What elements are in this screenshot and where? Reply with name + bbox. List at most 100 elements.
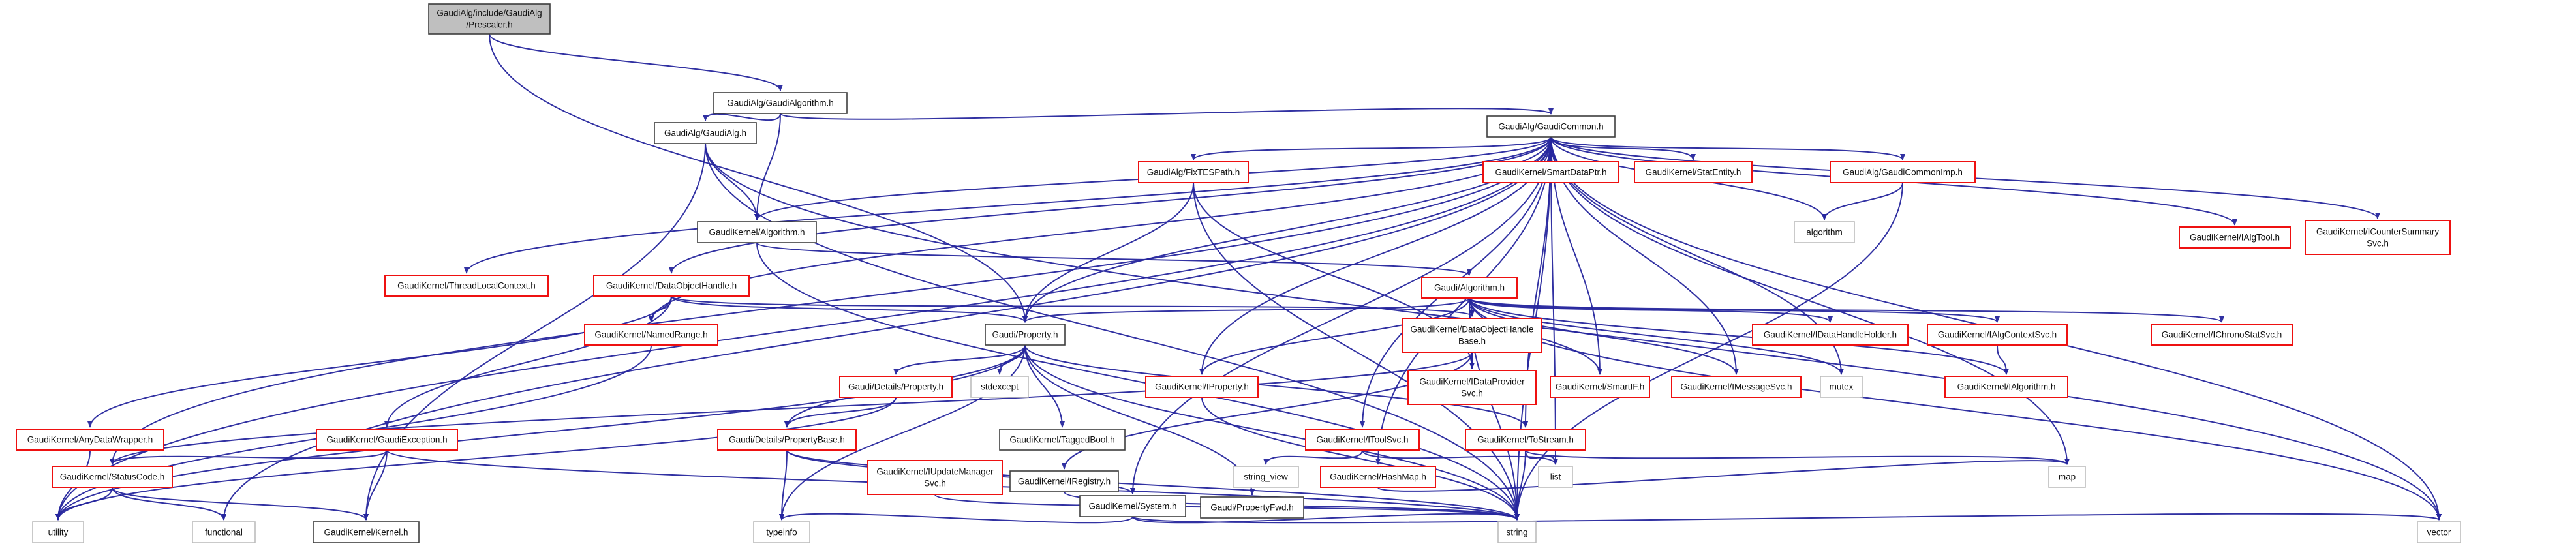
node-label-line: GaudiKernel/ToStream.h: [1477, 435, 1574, 445]
graph-node-iregistry[interactable]: GaudiKernel/IRegistry.h: [1009, 470, 1119, 492]
node-box: [1538, 466, 1573, 488]
edge-gaudicommon-to-statuscode: [110, 136, 1552, 465]
graph-node-commonimp[interactable]: GaudiAlg/GaudiCommonImp.h: [1830, 161, 1976, 183]
graph-node-iupdatemanager[interactable]: GaudiKernel/IUpdateManager Svc.h: [867, 460, 1003, 495]
graph-node-string[interactable]: string: [1497, 521, 1537, 543]
graph-node-functional[interactable]: functional: [192, 521, 256, 543]
graph-node-stringview[interactable]: string_view: [1233, 466, 1299, 488]
graph-node-utility[interactable]: utility: [32, 521, 84, 543]
node-label-line: GaudiAlg/include/GaudiAlg: [437, 8, 542, 18]
graph-node-gaudiproperty[interactable]: Gaudi/Property.h: [985, 324, 1066, 346]
node-label: GaudiAlg/GaudiCommonImp.h: [1843, 168, 1963, 177]
edge-commonimp-to-string: [1514, 182, 1903, 521]
graph-node-gaudicommon[interactable]: GaudiAlg/GaudiCommon.h: [1486, 115, 1616, 138]
graph-node-gaudialgred[interactable]: Gaudi/Algorithm.h: [1421, 277, 1518, 299]
node-box: [16, 429, 164, 451]
graph-node-statentity[interactable]: GaudiKernel/StatEntity.h: [1634, 161, 1753, 183]
graph-node-mutex[interactable]: mutex: [1820, 376, 1863, 398]
node-box: [192, 521, 256, 543]
edge-kernelalgorithm-to-gaudialgred: [756, 242, 1472, 276]
node-box: [316, 429, 458, 451]
graph-node-hashmap[interactable]: GaudiKernel/HashMap.h: [1320, 466, 1436, 488]
graph-node-itoolsvc[interactable]: GaudiKernel/IToolSvc.h: [1305, 429, 1420, 451]
graph-node-gaudiexception[interactable]: GaudiKernel/GaudiException.h: [316, 429, 458, 451]
graph-node-idataprovidersvc[interactable]: GaudiKernel/IDataProvider Svc.h: [1407, 370, 1537, 405]
edge-prescaler-to-gaudialgorithm: [489, 33, 783, 91]
graph-node-map[interactable]: map: [2048, 466, 2086, 488]
node-box: [2179, 226, 2291, 249]
graph-node-propertyfwd[interactable]: Gaudi/PropertyFwd.h: [1200, 496, 1304, 519]
graph-node-smartdataptr[interactable]: GaudiKernel/SmartDataPtr.h: [1482, 161, 1619, 183]
graph-node-statuscode[interactable]: GaudiKernel/StatusCode.h: [52, 466, 173, 488]
node-box: [985, 324, 1066, 346]
edge-gaudicommon-to-utility: [55, 136, 1552, 521]
graph-node-gaudialgorithm[interactable]: GaudiAlg/GaudiAlgorithm.h: [713, 92, 848, 114]
graph-node-taggedbool[interactable]: GaudiKernel/TaggedBool.h: [999, 429, 1126, 451]
node-label-line: GaudiKernel/IProperty.h: [1155, 382, 1249, 392]
node-box: [1402, 318, 1542, 353]
graph-node-typeinfo[interactable]: typeinfo: [753, 521, 810, 543]
node-box: [1320, 466, 1436, 488]
graph-node-detailsproperty[interactable]: Gaudi/Details/Property.h: [839, 376, 953, 398]
graph-node-ialgorithmred[interactable]: GaudiKernel/IAlgorithm.h: [1944, 376, 2068, 398]
graph-node-anydatawrapper[interactable]: GaudiKernel/AnyDataWrapper.h: [16, 429, 164, 451]
graph-node-propertybase[interactable]: Gaudi/Details/PropertyBase.h: [717, 429, 857, 451]
graph-node-kernelh[interactable]: GaudiKernel/Kernel.h: [313, 521, 420, 543]
graph-node-imessagesvc[interactable]: GaudiKernel/IMessageSvc.h: [1671, 376, 1802, 398]
graph-node-fixtespath[interactable]: GaudiAlg/FixTESPath.h: [1138, 161, 1249, 183]
node-box: [1634, 161, 1753, 183]
node-label: string_view: [1244, 472, 1288, 482]
edge-system-to-vector: [1132, 513, 2442, 524]
graph-node-dataobjecthandle[interactable]: GaudiKernel/DataObjectHandle.h: [593, 275, 750, 297]
graph-node-vector[interactable]: vector: [2417, 521, 2461, 543]
node-box: [839, 376, 953, 398]
node-label: GaudiKernel/IAlgContextSvc.h: [1938, 330, 2057, 340]
node-label-line: /Prescaler.h: [466, 20, 512, 30]
node-box: [584, 324, 718, 346]
graph-node-smartif[interactable]: GaudiKernel/SmartIF.h: [1550, 376, 1650, 398]
graph-node-kernelalgorithm[interactable]: GaudiKernel/Algorithm.h: [697, 221, 817, 243]
node-box: [1550, 376, 1650, 398]
node-label: GaudiKernel/DataObjectHandle Base.h: [1410, 325, 1533, 346]
graph-node-algorithm[interactable]: algorithm: [1794, 221, 1855, 243]
node-label-line: GaudiAlg/GaudiAlg.h: [664, 128, 746, 138]
graph-node-ichronostatsvc[interactable]: GaudiKernel/IChronoStatSvc.h: [2151, 324, 2293, 346]
graph-node-tostream[interactable]: GaudiKernel/ToStream.h: [1465, 429, 1586, 451]
node-box: [1497, 521, 1537, 543]
graph-node-ialgcontextsvc[interactable]: GaudiKernel/IAlgContextSvc.h: [1927, 324, 2068, 346]
node-label-line: list: [1550, 472, 1561, 482]
graph-node-prescaler[interactable]: GaudiAlg/include/GaudiAlg/Prescaler.h: [428, 3, 551, 35]
node-label-line: GaudiKernel/IDataProvider: [1419, 377, 1525, 387]
node-box: [1944, 376, 2068, 398]
node-box: [1794, 221, 1855, 243]
node-label-line: GaudiKernel/IMessageSvc.h: [1680, 382, 1792, 392]
node-label-line: GaudiAlg/GaudiAlgorithm.h: [727, 98, 834, 108]
graph-node-gaudialg[interactable]: GaudiAlg/GaudiAlg.h: [654, 122, 757, 144]
edge-dohbase-to-statuscode: [110, 352, 1473, 465]
edge-gaudialg-to-kernelh: [363, 143, 706, 521]
graph-node-idatahandleholder[interactable]: GaudiKernel/IDataHandleHolder.h: [1752, 324, 1909, 346]
graph-node-ialgtool[interactable]: GaudiKernel/IAlgTool.h: [2179, 226, 2291, 249]
node-label-line: vector: [2427, 528, 2451, 537]
node-label: Gaudi/Algorithm.h: [1434, 283, 1505, 293]
graph-node-namedrange[interactable]: GaudiKernel/NamedRange.h: [584, 324, 718, 346]
node-label-line: GaudiKernel/Kernel.h: [324, 528, 408, 537]
node-label: GaudiKernel/HashMap.h: [1330, 472, 1426, 482]
node-label: stdexcept: [981, 382, 1019, 392]
node-box: [1233, 466, 1299, 488]
node-label-line: GaudiAlg/GaudiCommonImp.h: [1843, 168, 1963, 177]
graph-node-dohbase[interactable]: GaudiKernel/DataObjectHandle Base.h: [1402, 318, 1542, 353]
node-box: [717, 429, 857, 451]
node-label-line: stdexcept: [981, 382, 1019, 392]
graph-node-icountersummary[interactable]: GaudiKernel/ICounterSummary Svc.h: [2305, 220, 2451, 255]
node-box: [52, 466, 173, 488]
node-label-line: utility: [48, 528, 69, 537]
graph-node-iproperty[interactable]: GaudiKernel/IProperty.h: [1145, 376, 1259, 398]
edge-gaudiexception-to-statuscode: [110, 449, 388, 465]
graph-node-list[interactable]: list: [1538, 466, 1573, 488]
node-label: GaudiKernel/IDataProvider Svc.h: [1419, 377, 1525, 399]
graph-node-system[interactable]: GaudiKernel/System.h: [1079, 495, 1186, 517]
graph-node-stdexcept[interactable]: stdexcept: [970, 376, 1029, 398]
graph-node-threadlocal[interactable]: GaudiKernel/ThreadLocalContext.h: [384, 275, 549, 297]
